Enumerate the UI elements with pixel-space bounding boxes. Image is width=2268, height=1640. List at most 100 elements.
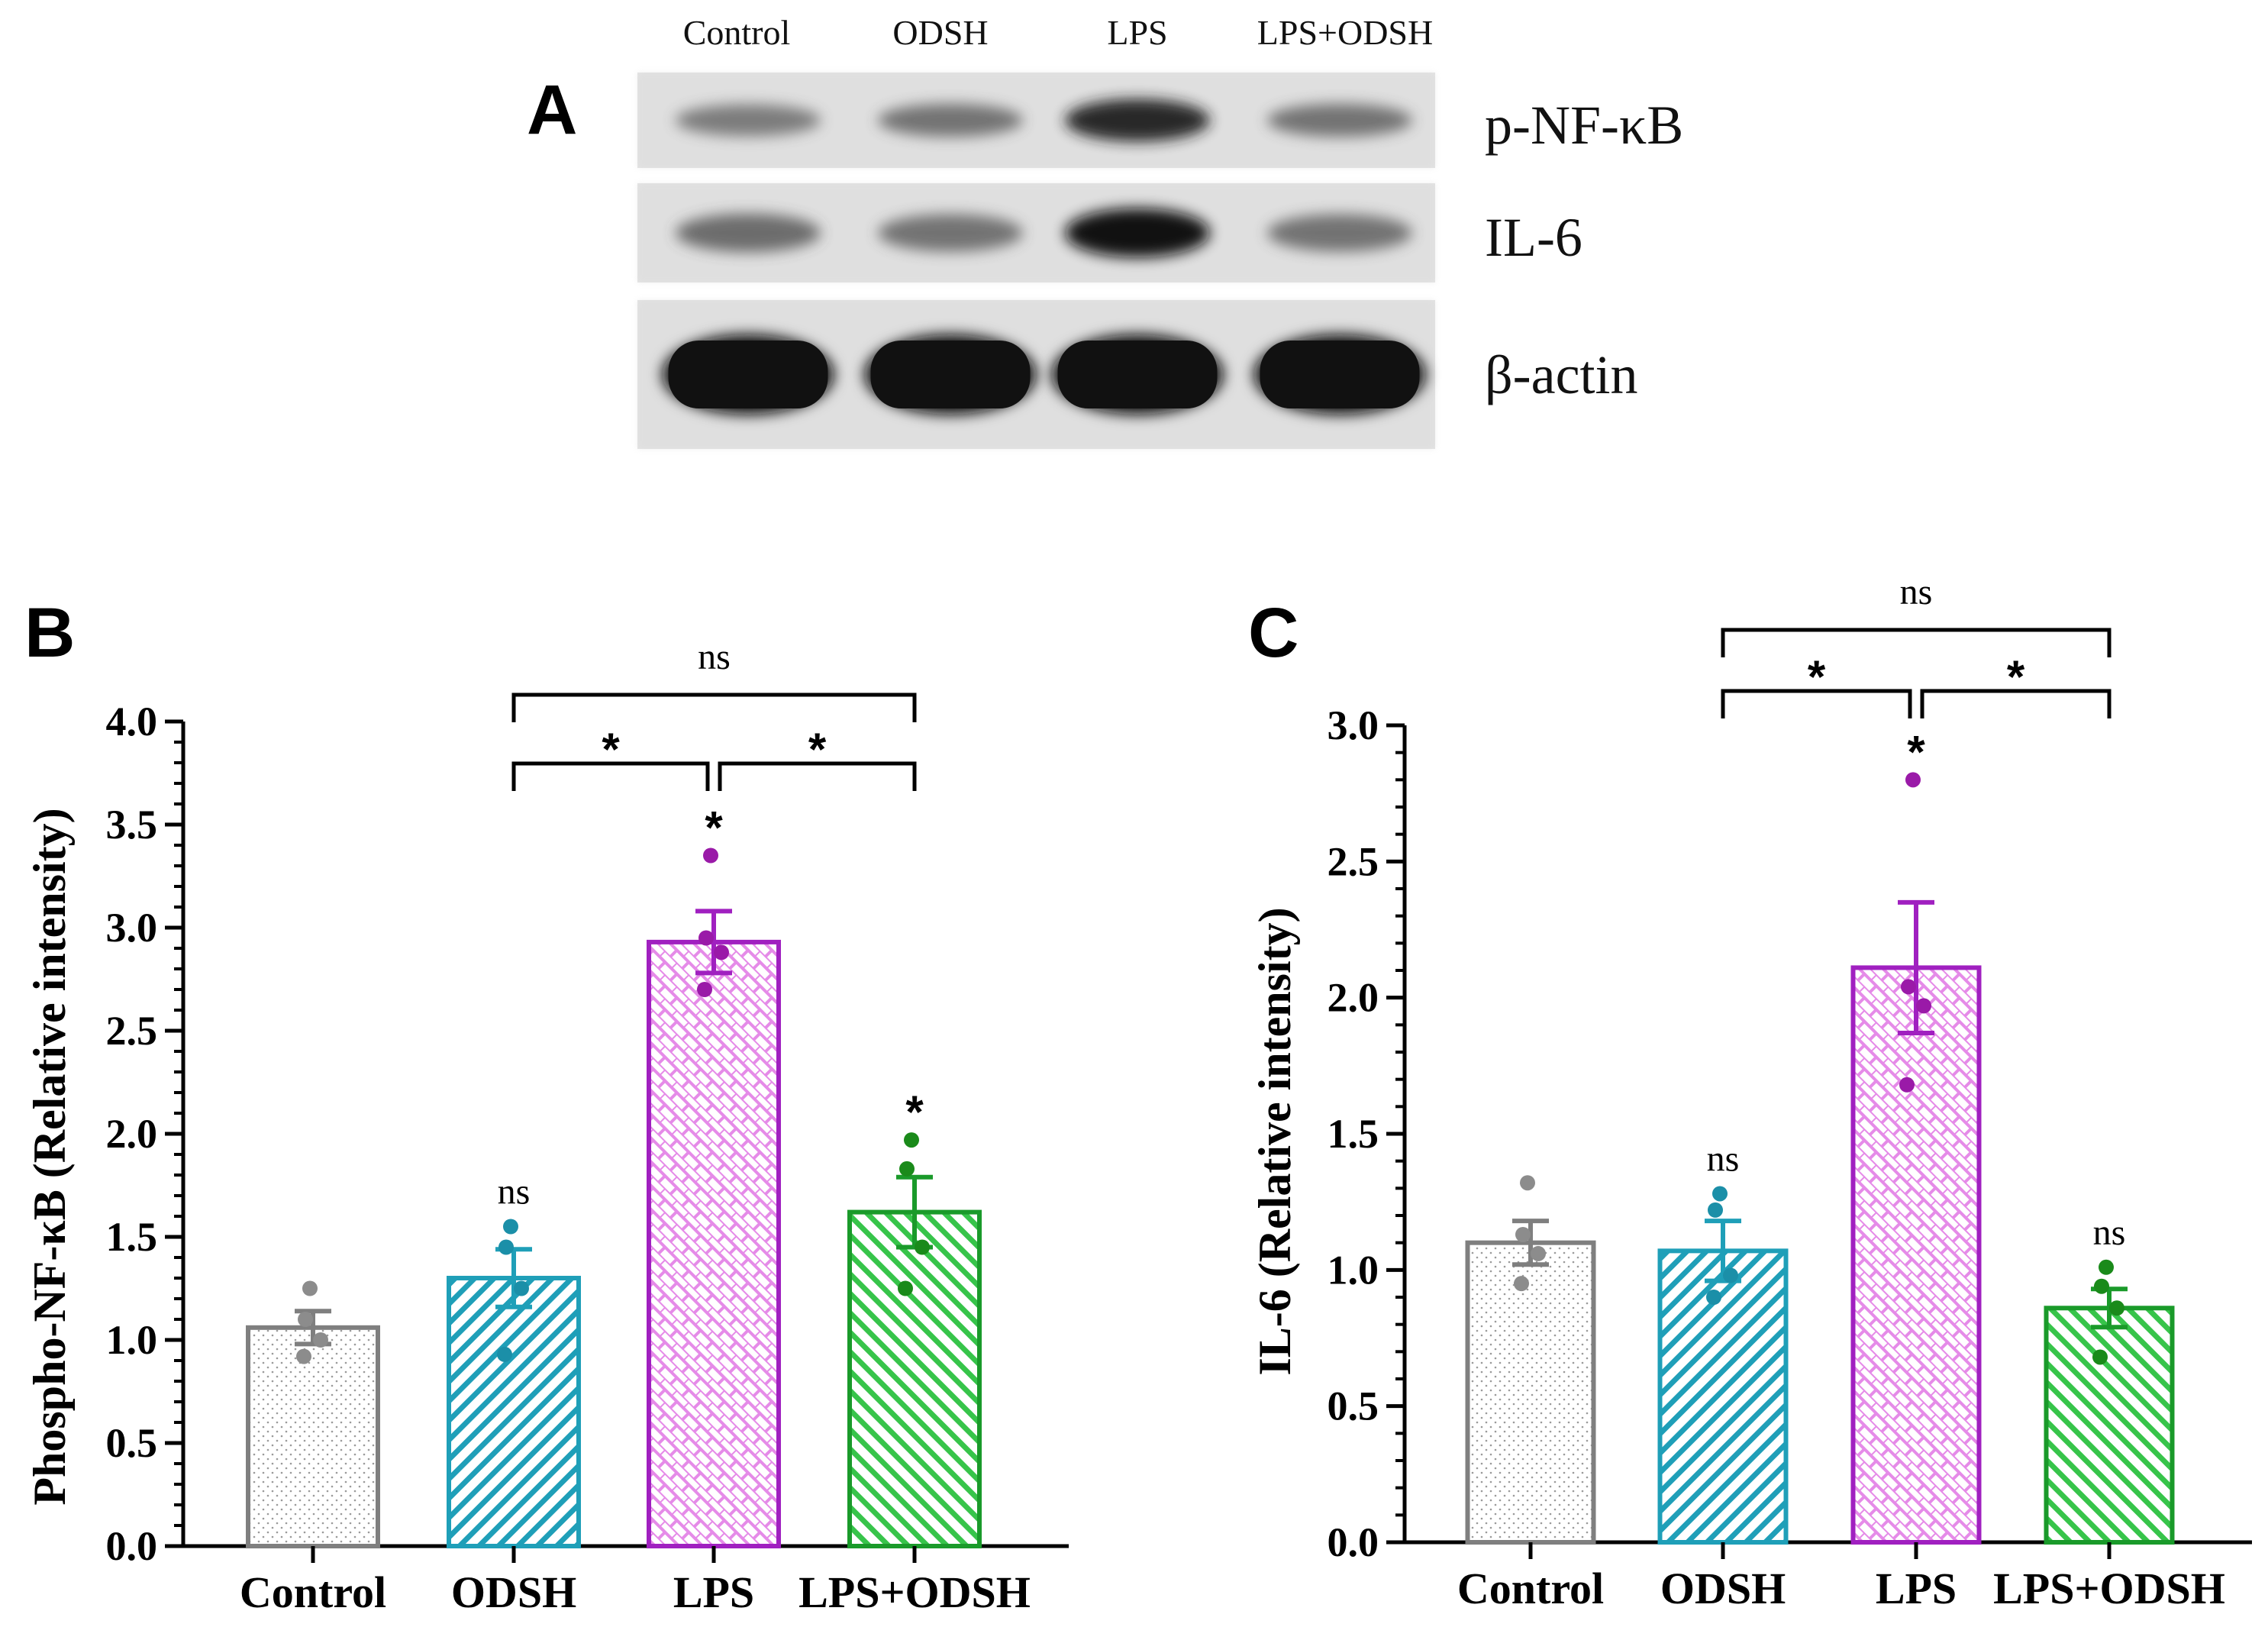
chart-b-data-point <box>898 1280 913 1296</box>
y-axis-title-c: IL-6 (Relative intensity) <box>1250 907 1300 1375</box>
chart-c-bar <box>2044 1306 2175 1545</box>
chart-b-significance-mark: * <box>705 802 723 854</box>
band-label-beta-actin: β-actin <box>1485 344 1638 405</box>
blot-band-core <box>870 341 1031 408</box>
chart-b-bar <box>246 1325 380 1549</box>
blot-band-core <box>1260 341 1420 408</box>
chart-b-bar <box>447 1276 581 1548</box>
chart-c-bar <box>1657 1248 1789 1545</box>
blot-band <box>878 214 1023 252</box>
chart-b-data-point <box>298 1312 313 1327</box>
blot-band <box>1267 103 1412 137</box>
western-blot-panel: A Control ODSH LPS LPS+ODSH p-NF-κB IL-6… <box>527 13 1683 449</box>
lane-label-control: Control <box>683 13 791 52</box>
chart-c-bracket-label: ns <box>1900 572 1933 612</box>
blot-band <box>1065 208 1210 258</box>
chart-b-data-point <box>503 1219 518 1235</box>
chart-b-tick-label: 2.0 <box>106 1111 158 1157</box>
chart-b-bracket-label: * <box>602 724 620 775</box>
chart-c-tick-label: 0.0 <box>1328 1519 1379 1565</box>
chart-c-significance-mark: ns <box>1707 1138 1740 1179</box>
chart-b-category-label: ODSH <box>451 1567 576 1617</box>
blot-band <box>676 213 821 253</box>
chart-c-bracket-label: * <box>1808 651 1826 702</box>
chart-c-category-label: LPS <box>1876 1564 1957 1613</box>
chart-c-tick-label: 2.5 <box>1328 838 1379 884</box>
chart-b-tick-label: 0.0 <box>106 1523 158 1569</box>
chart-c-tick-label: 2.0 <box>1328 975 1379 1021</box>
chart-c-data-point <box>2109 1300 2124 1316</box>
chart-b-category-label: LPS+ODSH <box>798 1567 1031 1617</box>
chart-c-data-point <box>1706 1290 1721 1305</box>
chart-b-data-point <box>915 1239 930 1255</box>
chart-c-data-point <box>2092 1349 2108 1365</box>
chart-b-category-label: LPS <box>673 1567 754 1617</box>
chart-b-significance-mark: ns <box>498 1172 531 1212</box>
chart-b-tick-label: 1.0 <box>106 1317 158 1363</box>
chart-c-comparison-bracket <box>1721 689 1912 718</box>
chart-b-data-point <box>697 982 712 997</box>
chart-b-bar <box>647 939 781 1548</box>
blot-band-core <box>1057 341 1218 408</box>
blot-rows <box>637 73 1435 449</box>
chart-b-bar <box>847 1209 982 1548</box>
chart-c-data-point <box>1712 1186 1728 1202</box>
chart-b-tick-label: 4.0 <box>106 699 158 744</box>
chart-b-body: 0.0 0.5 1.0 1.5 2.0 2.5 3.0 3.5 4.0 Control ODSH ns… <box>106 637 1069 1617</box>
chart-c-tick-label: 1.5 <box>1328 1111 1379 1157</box>
chart-b-data-point <box>714 944 729 960</box>
chart-b-tick-label: 1.5 <box>106 1214 158 1260</box>
blot-band <box>1065 98 1210 142</box>
chart-b-bracket-label: * <box>808 724 827 775</box>
panel-letter-c: C <box>1248 594 1299 672</box>
chart-b-tick-label: 0.5 <box>106 1420 158 1466</box>
chart-b-significance-mark: * <box>905 1086 924 1138</box>
chart-c-data-point <box>1531 1245 1546 1261</box>
lane-label-lps: LPS <box>1107 13 1167 52</box>
chart-b-tick-label: 3.5 <box>106 802 158 847</box>
chart-c-significance-mark: ns <box>2093 1212 2126 1253</box>
band-label-il6: IL-6 <box>1485 207 1582 268</box>
chart-b-data-point <box>514 1280 529 1296</box>
panel-letter-b: B <box>24 594 75 672</box>
chart-c-tick-label: 1.0 <box>1328 1247 1379 1293</box>
y-axis-title-b: Phospho-NF-κB (Relative intensity) <box>24 808 75 1505</box>
blot-band <box>878 103 1023 137</box>
chart-c-tick-label: 0.5 <box>1328 1383 1379 1429</box>
chart-c-comparison-bracket <box>1920 689 2112 718</box>
chart-c-data-point <box>2099 1259 2114 1275</box>
chart-c-data-point <box>1905 772 1921 788</box>
chart-c-data-point <box>1520 1175 1535 1191</box>
panel-letter-a: A <box>527 71 577 149</box>
chart-c-data-point <box>1899 1077 1915 1093</box>
chart-c-bar <box>1465 1240 1596 1545</box>
chart-c-data-point <box>1916 998 1931 1014</box>
chart-b-tick-label: 3.0 <box>106 905 158 951</box>
chart-b-data-point <box>296 1348 311 1364</box>
chart-c-category-label: LPS+ODSH <box>1993 1564 2225 1613</box>
chart-b-comparison-bracket <box>511 692 917 722</box>
blot-band <box>1267 214 1412 252</box>
chart-b-data-point <box>313 1332 328 1348</box>
chart-c-data-point <box>1708 1202 1723 1218</box>
chart-c-data-point <box>1723 1267 1738 1283</box>
chart-c-bracket-label: * <box>2007 651 2025 702</box>
chart-panel-b: B Phospho-NF-κB (Relative intensity) 0.0… <box>24 594 1069 1617</box>
chart-c-data-point <box>1901 979 1916 995</box>
chart-b-data-point <box>904 1132 919 1148</box>
chart-c-data-point <box>1514 1276 1529 1292</box>
chart-b-tick-label: 2.5 <box>106 1008 158 1054</box>
chart-c-tick-label: 3.0 <box>1328 702 1379 748</box>
chart-c-data-point <box>2094 1278 2109 1294</box>
chart-b-data-point <box>703 847 718 864</box>
chart-c-body: 0.0 0.5 1.0 1.5 2.0 2.5 3.0 Control ODSH ns LPS * LP… <box>1328 572 2252 1613</box>
chart-b-category-label: Control <box>240 1567 386 1617</box>
chart-b-data-point <box>698 930 714 946</box>
chart-c-comparison-bracket <box>1721 628 2112 657</box>
chart-c-category-label: ODSH <box>1660 1564 1786 1613</box>
chart-c-data-point <box>1515 1226 1531 1242</box>
chart-b-data-point <box>899 1161 915 1177</box>
chart-c-category-label: Control <box>1457 1564 1604 1613</box>
chart-b-bracket-label: ns <box>698 637 731 677</box>
